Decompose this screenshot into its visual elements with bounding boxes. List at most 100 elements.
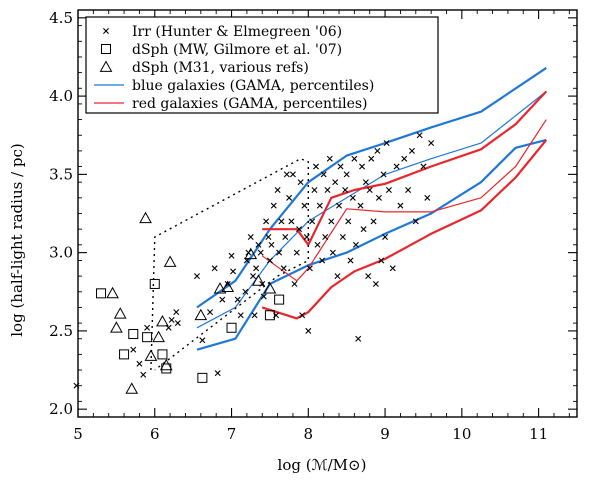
cross-point-87 [370,218,377,225]
cross-point-23 [247,233,254,240]
triangle-point-8 [159,358,173,371]
cross-point-57 [312,163,319,170]
y-tick-label: 4.5 [49,9,73,27]
cross-point-55 [309,218,316,225]
cross-point-17 [230,268,237,275]
series-line-6 [150,157,309,371]
cross-point-88 [372,280,379,287]
triangle-point-15 [263,282,277,294]
cross-point-44 [288,218,295,225]
cross-point-54 [306,265,313,272]
cross-point-99 [401,155,408,162]
square-point-9 [264,310,275,321]
cross-point-94 [383,140,390,147]
x-tick-label: 9 [380,425,390,443]
cross-point-83 [362,179,369,186]
legend-label-3: blue galaxies (GAMA, percentiles) [132,78,374,94]
cross-point-93 [382,233,389,240]
triangle-point-0 [106,286,119,299]
cross-point-76 [349,194,356,201]
x-tick-label: 11 [529,425,548,443]
triangle-point-1 [110,321,123,333]
y-tick-label: 4.0 [49,87,73,105]
cross-point-31 [263,218,270,225]
cross-point-48 [296,226,303,233]
cross-point-63 [324,187,331,194]
cross-point-49 [297,179,304,186]
cross-point-19 [237,312,244,319]
square-point-7 [197,372,208,383]
cross-point-27 [255,241,262,248]
cross-point-8 [174,320,181,327]
x-tick-label: 7 [227,425,237,443]
cross-point-45 [289,171,296,178]
legend-marker-1 [101,44,111,54]
cross-point-35 [270,202,277,209]
square-point-1 [119,349,130,360]
cross-point-20 [242,288,249,295]
x-tick-label: 8 [304,425,314,443]
cross-point-70 [337,163,344,170]
square-point-4 [149,278,160,289]
triangle-point-9 [163,255,177,267]
y-tick-label: 3.0 [49,244,73,262]
cross-point-100 [405,187,412,194]
tick-labels: 5 6 7 8 9 10 11 2.0 2.5 3.0 3.5 4.0 4.5 [49,9,548,443]
cross-point-81 [359,163,366,170]
legend-items: Irr (Hunter & Elmegreen '06) dSph (MW, Gi… [94,24,374,112]
legend-marker-2 [99,60,113,72]
triangle-point-10 [194,308,208,321]
triangle-point-2 [113,307,127,319]
x-tick-label: 5 [73,425,83,443]
cross-point-105 [424,194,431,201]
cross-point-60 [319,257,326,264]
triangle-point-13 [244,247,258,260]
triangle-point-5 [144,349,158,361]
cross-point-56 [311,187,318,194]
cross-point-47 [293,249,300,256]
legend-label-0: Irr (Hunter & Elmegreen '06) [132,24,342,40]
cross-point-25 [251,312,258,319]
cross-point-51 [301,202,308,209]
cross-point-65 [328,218,335,225]
triangle-point-7 [156,314,169,327]
cross-point-101 [408,147,415,154]
triangle-point-14 [252,274,265,286]
cross-point-32 [265,233,272,240]
cross-point-34 [268,241,275,248]
cross-point-106 [428,140,435,147]
cross-point-28 [257,249,264,256]
cross-point-2 [136,360,143,367]
cross-point-58 [314,241,321,248]
cross-point-13 [214,370,221,377]
cross-point-52 [303,233,310,240]
cross-point-82 [360,226,367,233]
triangle-point-3 [125,382,139,394]
cross-point-102 [412,218,419,225]
y-tick-label: 2.0 [49,400,73,418]
cross-point-77 [351,155,358,162]
cross-point-41 [282,233,289,240]
x-tick-label: 10 [452,425,471,443]
cross-point-43 [286,194,293,201]
cross-point-98 [397,202,404,209]
cross-point-24 [250,273,257,280]
cross-point-67 [332,179,339,186]
legend-label-1: dSph (MW, Gilmore et al. '07) [132,42,342,58]
cross-point-39 [278,218,285,225]
cross-point-104 [420,163,427,170]
cross-point-75 [347,257,354,264]
cross-point-85 [366,187,373,194]
cross-point-62 [322,233,329,240]
square-point-0 [96,288,107,299]
cross-point-7 [173,309,180,316]
cross-point-10 [199,337,206,344]
square-point-2 [128,329,139,340]
cross-point-73 [343,171,350,178]
cross-point-80 [357,202,364,209]
series-line-2 [196,138,547,351]
cross-point-50 [299,312,306,319]
legend-label-2: dSph (M31, various refs) [132,60,309,76]
cross-point-61 [320,171,327,178]
x-axis-label: log (ℳ/M⊙) [278,456,367,474]
